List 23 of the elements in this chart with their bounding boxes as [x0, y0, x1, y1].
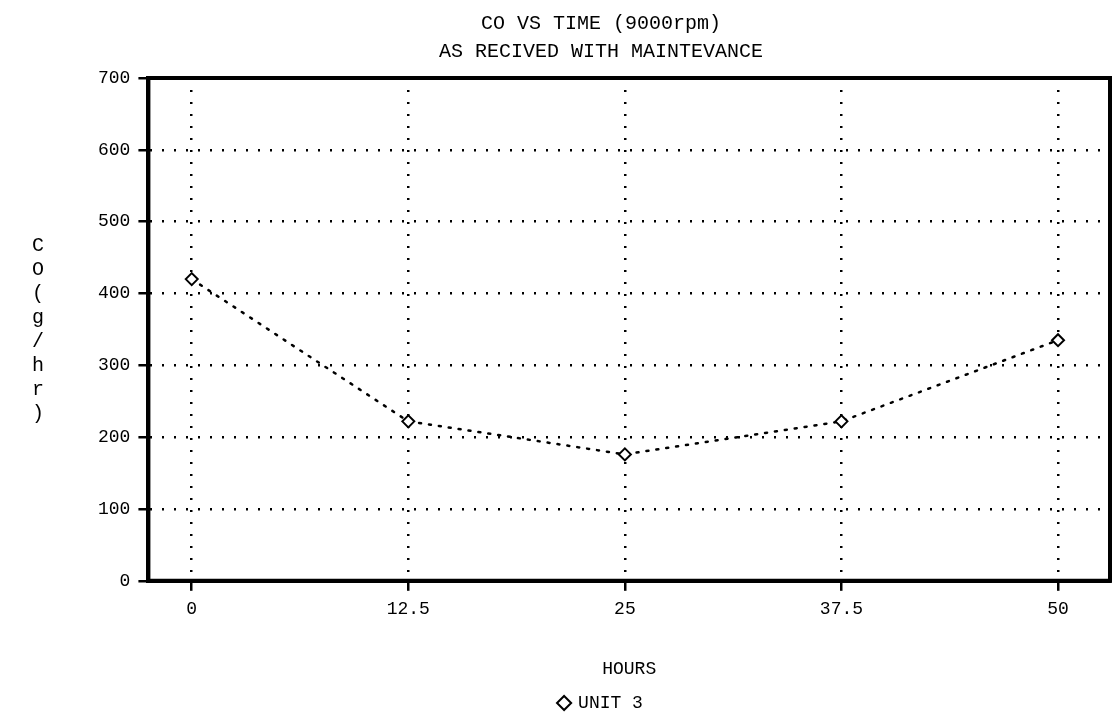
legend-label: UNIT 3 [578, 692, 643, 713]
point [834, 414, 849, 429]
point [401, 414, 416, 429]
y-tick-label: 300 [98, 355, 131, 376]
x-tick-label: 12.5 [386, 599, 430, 620]
y-tick-label: 600 [98, 139, 131, 160]
y-tick-label: 100 [98, 498, 131, 519]
x-tick-label: 37.5 [819, 599, 864, 620]
x-tick-label: 50 [1047, 599, 1069, 620]
point [1051, 333, 1066, 348]
y-tick-label: 700 [98, 67, 131, 88]
y-tick-label: 200 [98, 426, 131, 447]
point [184, 272, 199, 287]
y-axis-title: CO(g/hr) [31, 233, 45, 425]
x-axis-title: HOURS [602, 658, 657, 679]
y-tick-label: 0 [119, 570, 131, 591]
point [617, 447, 632, 462]
chart-title: CO VS TIME (9000rpm) [480, 12, 722, 36]
y-tick-label: 400 [98, 283, 131, 304]
x-tick-label: 0 [186, 599, 198, 620]
chart-subtitle: AS RECIVED WITH MAINTEVANCE [438, 40, 764, 64]
x-tick-label: 25 [614, 599, 636, 620]
y-tick-label: 500 [98, 211, 131, 232]
